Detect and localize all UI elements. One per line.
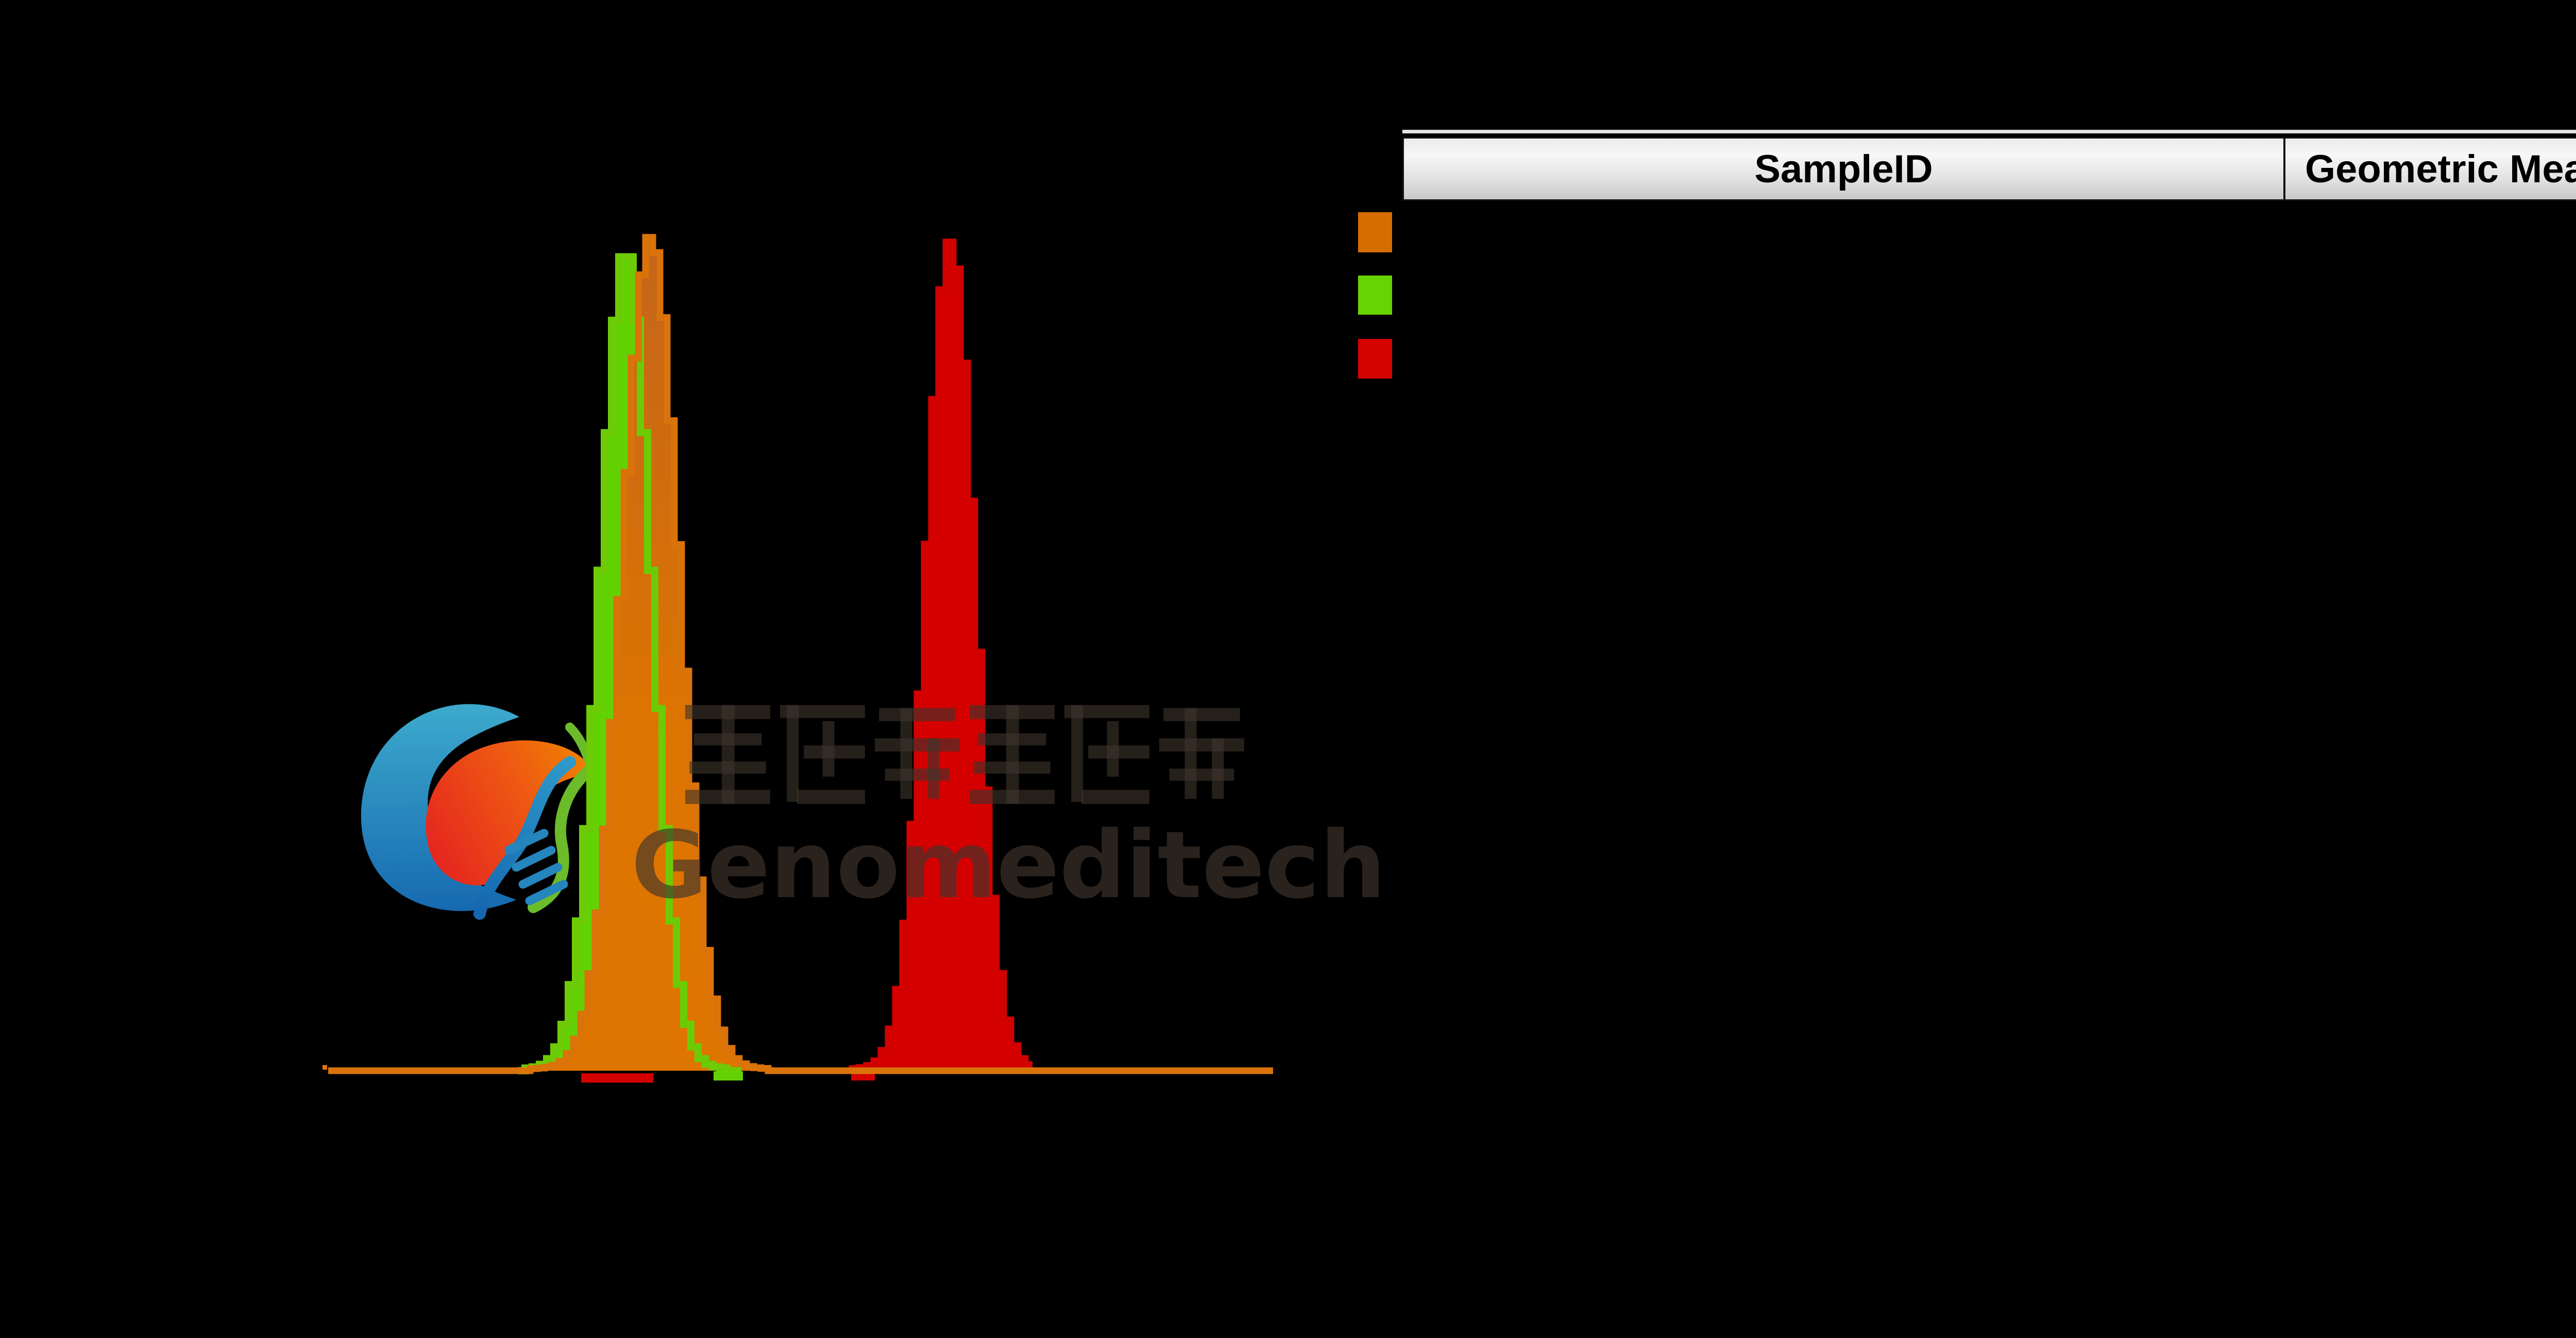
watermark-text: Genomeditech	[631, 705, 1386, 919]
red-histogram	[845, 242, 1032, 1071]
watermark-cn-glyph	[927, 738, 940, 799]
watermark-cn-glyph	[1212, 738, 1224, 799]
watermark-cn-glyph	[885, 768, 950, 781]
watermark-cn-glyph	[797, 790, 865, 804]
logo-blue-crescent	[361, 704, 519, 911]
logo-dna-rungs	[504, 829, 568, 905]
watermark-cn-glyph	[1071, 705, 1083, 802]
baseline-fringe	[851, 1073, 875, 1080]
legend-swatch-red	[1358, 339, 1392, 379]
watermark-cn-text	[685, 705, 1244, 804]
table-header-geometric-mean: Geometric Mean : FL11-H	[2305, 147, 2576, 191]
watermark-cn-glyph	[787, 705, 799, 802]
watermark-cn-glyph	[1006, 705, 1019, 804]
table-header-sampleid: SampleID	[1404, 139, 2285, 199]
watermark-cn-glyph	[879, 708, 956, 722]
watermark-cn-glyph	[1088, 745, 1149, 759]
green-outline	[518, 253, 741, 1074]
watermark-cn-glyph	[900, 708, 912, 799]
watermark-cn-glyph	[1081, 790, 1149, 804]
red-outline	[845, 238, 1032, 1074]
watermark-cn-glyph	[1159, 738, 1244, 752]
table-row	[1402, 201, 2576, 264]
watermark-cn-glyph	[1163, 708, 1240, 722]
orange-histogram	[328, 237, 1273, 1071]
table-row	[1402, 264, 2576, 327]
legend-swatch-green	[1358, 276, 1392, 315]
table-header: SampleID Geometric Mean : FL11-H	[1402, 137, 2576, 201]
legend-swatch-orange	[1358, 212, 1392, 252]
table-top-line	[1402, 130, 2576, 133]
watermark-en-text: Genomeditech	[631, 812, 1386, 919]
watermark-cn-glyph	[721, 705, 735, 804]
x-axis-baseline	[328, 234, 1273, 1074]
table-row	[1402, 327, 2576, 389]
watermark-cn-glyph	[804, 745, 865, 759]
baseline-fringe	[581, 1073, 653, 1083]
watermark-cn-glyph	[1184, 708, 1197, 799]
baseline-fringe	[714, 1071, 743, 1080]
watermark-cn-glyph	[1169, 768, 1234, 781]
watermark-cn-glyph	[875, 738, 960, 752]
histogram-curves	[323, 234, 1273, 1083]
baseline-start-dot	[323, 1065, 327, 1070]
watermark-logo	[361, 704, 597, 920]
